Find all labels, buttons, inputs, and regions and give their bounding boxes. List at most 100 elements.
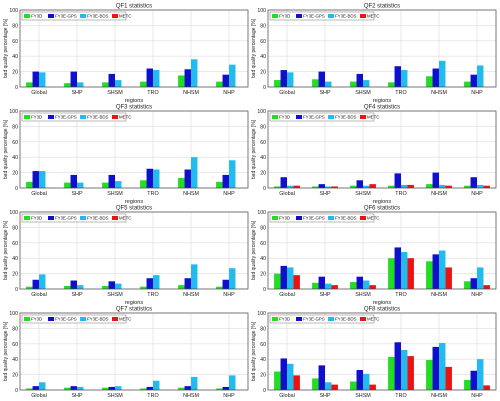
legend-box (269, 213, 375, 223)
bar (388, 356, 395, 390)
bar (274, 186, 281, 188)
legend-label: FY3E-GPS (303, 14, 325, 19)
y-tick-label: 100 (9, 311, 18, 317)
y-tick-label: 80 (12, 23, 18, 29)
bar (432, 254, 439, 289)
bar (363, 373, 370, 390)
bar (363, 80, 370, 87)
legend-label: FY3D (31, 216, 42, 221)
bar (102, 387, 109, 390)
bar (312, 186, 319, 188)
bar (439, 184, 446, 188)
x-tick-label: NHSM (431, 90, 447, 96)
legend-swatch (112, 216, 118, 220)
bar (77, 182, 84, 188)
y-tick-label: 40 (260, 256, 266, 262)
x-tick-label: SHP (71, 292, 82, 298)
bar (77, 82, 84, 87)
x-tick-label: NHSM (183, 90, 199, 96)
bar (325, 186, 332, 188)
x-tick-label: TRO (147, 191, 158, 197)
axes-frame (267, 110, 497, 189)
bar (318, 365, 325, 390)
y-tick-label: 40 (12, 256, 18, 262)
bar (184, 278, 191, 289)
y-tick-label: 20 (12, 272, 18, 278)
y-tick-label: 80 (12, 124, 18, 130)
bar (178, 285, 185, 289)
bar (464, 81, 471, 87)
y-tick-label: 40 (260, 54, 266, 60)
x-tick-label: TRO (395, 191, 406, 197)
bar (325, 283, 332, 289)
y-tick-label: 0 (263, 388, 266, 394)
bar (325, 81, 332, 87)
legend-label: METC (367, 14, 379, 19)
y-tick-label: 40 (260, 155, 266, 161)
panel-qf4: 0 20 40 60 80 100 Global SHP SHSM TRO NHSM NHP QF4 s… (251, 105, 497, 205)
legend-swatch (80, 115, 86, 119)
panel-title: QF2 statistics (364, 4, 400, 10)
bar (70, 71, 77, 87)
legend-swatch (272, 216, 278, 220)
bar (70, 386, 77, 390)
y-tick-label: 80 (260, 225, 266, 231)
bar (287, 185, 294, 188)
bar (178, 177, 185, 188)
legend-label: FY3D (279, 115, 290, 120)
panel-title: QF4 statistics (364, 105, 400, 111)
legend-swatch (296, 216, 302, 220)
y-tick-label: 0 (263, 287, 266, 293)
x-tick-label: NHP (471, 292, 483, 298)
axes-frame (19, 110, 249, 189)
bar (426, 359, 433, 390)
bar (483, 385, 490, 390)
x-tick-label: SHP (319, 90, 330, 96)
x-tick-label: NHSM (431, 393, 447, 399)
bar (70, 174, 77, 188)
bar (32, 71, 39, 87)
y-tick-label: 80 (12, 326, 18, 332)
legend-label: FY3E-BDS (335, 216, 357, 221)
y-tick-label: 80 (260, 124, 266, 130)
legend-swatch (24, 317, 30, 321)
bar (312, 79, 319, 87)
bar (287, 267, 294, 289)
legend-label: METC (367, 115, 379, 120)
x-tick-label: TRO (395, 90, 406, 96)
bar (318, 276, 325, 289)
legend-swatch (328, 216, 334, 220)
axes-frame (267, 312, 497, 391)
bar (102, 82, 109, 87)
bar (153, 70, 160, 87)
bar (350, 185, 357, 188)
bar (312, 282, 319, 289)
bar (222, 174, 229, 188)
bar (216, 181, 223, 188)
bar (216, 388, 223, 390)
y-tick-label: 0 (263, 186, 266, 192)
bar (477, 65, 484, 87)
y-axis-label: bad quality percentage [%] (3, 18, 9, 78)
y-tick-label: 20 (260, 272, 266, 278)
legend-label: METC (119, 216, 131, 221)
bar (445, 185, 452, 188)
legend-swatch (296, 317, 302, 321)
bar (388, 185, 395, 188)
bar (153, 380, 160, 390)
x-tick-label: NHP (223, 393, 235, 399)
bar (363, 185, 370, 188)
bar (115, 181, 122, 188)
bar (140, 180, 147, 188)
bar (222, 74, 229, 87)
legend: FY3D FY3E-GPS FY3E-BDS METC (21, 112, 131, 122)
bar (356, 180, 363, 188)
legend-box (21, 314, 127, 324)
bar (407, 184, 414, 188)
legend-label: FY3D (31, 14, 42, 19)
bar (407, 258, 414, 289)
bar (470, 74, 477, 87)
y-tick-label: 20 (260, 70, 266, 76)
y-tick-label: 100 (257, 109, 266, 115)
bar (401, 184, 408, 188)
